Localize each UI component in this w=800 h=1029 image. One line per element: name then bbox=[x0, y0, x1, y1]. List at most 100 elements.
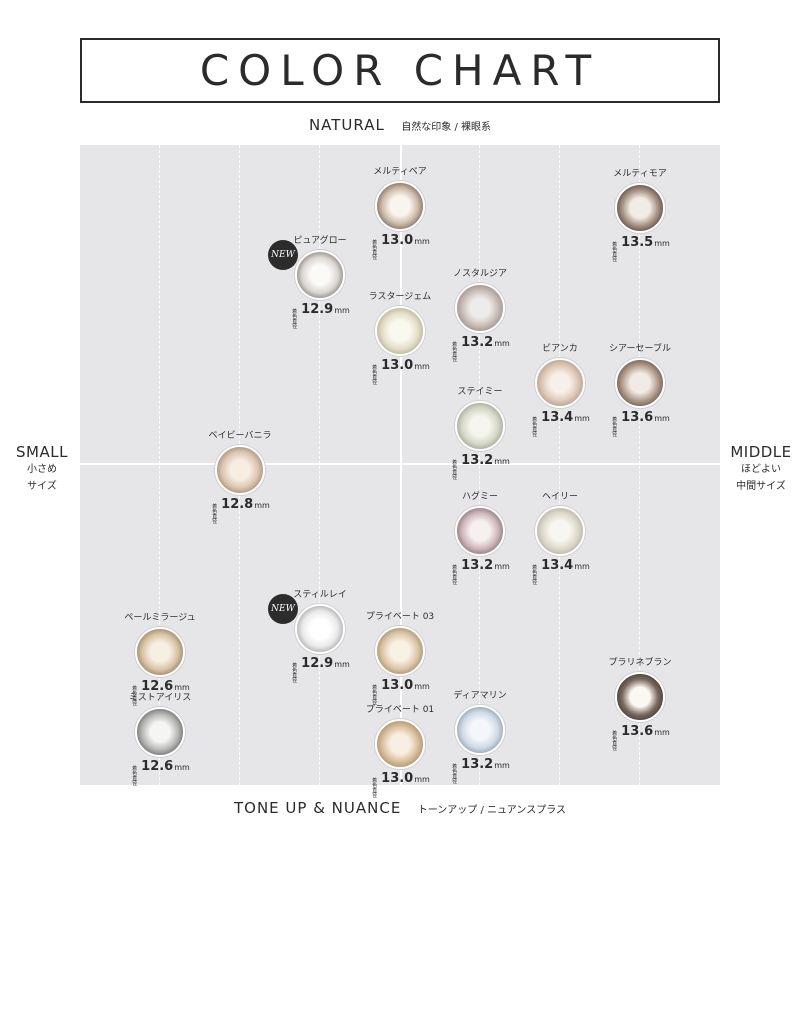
lens-item: ミストアイリス着色直径 12.6 mm bbox=[115, 692, 205, 787]
size-tag: 着色直径 bbox=[452, 460, 458, 481]
size-tag: 着色直径 bbox=[532, 565, 538, 586]
size-value: 13.4 bbox=[541, 558, 574, 573]
size-value: 12.9 bbox=[301, 302, 334, 317]
size-unit: mm bbox=[174, 763, 190, 772]
lens-swatch bbox=[135, 707, 185, 757]
lens-swatch bbox=[615, 358, 665, 408]
lens-item: ラスタージェム着色直径 13.0 mm bbox=[355, 291, 445, 386]
lens-item: メルティベア着色直径 13.0 mm bbox=[355, 166, 445, 261]
lens-item: ノスタルジア着色直径 13.2 mm bbox=[435, 268, 525, 363]
size-tag: 着色直径 bbox=[292, 309, 298, 330]
lens-swatch bbox=[455, 506, 505, 556]
grid-line bbox=[159, 145, 160, 785]
size-unit: mm bbox=[494, 339, 510, 348]
size-tag: 着色直径 bbox=[292, 663, 298, 684]
size-tag: 着色直径 bbox=[532, 417, 538, 438]
title-box: COLOR CHART bbox=[80, 38, 720, 103]
lens-size: 着色直径 13.0 mm bbox=[355, 358, 445, 386]
lens-name: プライベート 03 bbox=[365, 612, 435, 622]
lens-name: メルティベア bbox=[373, 167, 427, 177]
page-title: COLOR CHART bbox=[199, 46, 601, 95]
lens-name: ヘイリー bbox=[541, 492, 578, 502]
lens-name: ピュアグロー bbox=[293, 236, 347, 246]
lens-size: 着色直径 13.2 mm bbox=[435, 757, 525, 785]
lens-size: 着色直径 13.4 mm bbox=[515, 410, 605, 438]
size-unit: mm bbox=[414, 237, 430, 246]
size-unit: mm bbox=[654, 239, 670, 248]
size-value: 12.6 bbox=[141, 759, 174, 774]
size-value: 12.9 bbox=[301, 656, 334, 671]
axis-left-sub2: サイズ bbox=[27, 481, 57, 492]
axis-bottom-main: TONE UP & NUANCE bbox=[233, 799, 402, 817]
lens-name: ペールミラージュ bbox=[124, 613, 196, 623]
size-unit: mm bbox=[574, 562, 590, 571]
grid-line bbox=[639, 145, 640, 785]
size-tag: 着色直径 bbox=[452, 342, 458, 363]
size-value: 13.2 bbox=[461, 335, 494, 350]
lens-swatch bbox=[615, 183, 665, 233]
lens-size: 着色直径 13.0 mm bbox=[355, 771, 445, 799]
lens-name: ディアマリン bbox=[453, 691, 507, 701]
lens-item: シアーセーブル 着色直径 13.6 mm bbox=[595, 343, 685, 438]
lens-swatch bbox=[455, 283, 505, 333]
size-value: 13.2 bbox=[461, 453, 494, 468]
size-tag: 着色直径 bbox=[612, 417, 618, 438]
lens-size: 着色直径 13.2 mm bbox=[435, 453, 525, 481]
size-tag: 着色直径 bbox=[212, 504, 218, 525]
grid-line bbox=[479, 145, 480, 785]
size-tag: 着色直径 bbox=[372, 685, 378, 706]
lens-swatch bbox=[375, 306, 425, 356]
size-value: 13.5 bbox=[621, 235, 654, 250]
axis-top-sub: 自然な印象 / 裸眼系 bbox=[401, 122, 492, 133]
lens-name: ビアンカ bbox=[542, 344, 578, 354]
lens-item: ハグミー 着色直径 13.2 mm bbox=[435, 491, 525, 586]
axis-right-sub2: 中間サイズ bbox=[736, 481, 786, 492]
lens-name: ラスタージェム bbox=[368, 292, 432, 302]
axis-right-label: MIDDLE ほどよい 中間サイズ bbox=[726, 444, 796, 495]
size-value: 12.8 bbox=[221, 497, 254, 512]
size-tag: 着色直径 bbox=[132, 766, 138, 787]
axis-right-sub1: ほどよい bbox=[741, 464, 781, 475]
lens-swatch bbox=[375, 626, 425, 676]
lens-swatch bbox=[535, 358, 585, 408]
axis-right-main: MIDDLE bbox=[730, 443, 792, 461]
size-unit: mm bbox=[254, 501, 270, 510]
lens-size: 着色直径 12.8 mm bbox=[195, 497, 285, 525]
lens-size: 着色直径 13.2 mm bbox=[435, 558, 525, 586]
lens-size: 着色直径 13.6 mm bbox=[595, 724, 685, 752]
horizontal-axis bbox=[80, 463, 720, 465]
size-unit: mm bbox=[174, 683, 190, 692]
lens-item: スティルレイ 着色直径 12.9 mm bbox=[275, 589, 365, 684]
size-tag: 着色直径 bbox=[372, 365, 378, 386]
lens-swatch bbox=[215, 445, 265, 495]
lens-name: ノスタルジア bbox=[452, 269, 507, 279]
lens-name: メルティモア bbox=[613, 169, 667, 179]
lens-name: ミストアイリス bbox=[128, 693, 192, 703]
size-unit: mm bbox=[654, 414, 670, 423]
size-unit: mm bbox=[414, 682, 430, 691]
size-unit: mm bbox=[574, 414, 590, 423]
lens-item: ペールミラージュ着色直径 12.6 mm bbox=[115, 612, 205, 707]
lens-size: 着色直径 12.6 mm bbox=[115, 679, 205, 707]
lens-name: プラリネブラン bbox=[608, 658, 672, 668]
lens-name: プライベート 01 bbox=[365, 705, 435, 715]
axis-left-main: SMALL bbox=[16, 443, 68, 461]
size-tag: 着色直径 bbox=[132, 686, 138, 707]
size-tag: 着色直径 bbox=[372, 778, 378, 799]
size-value: 13.2 bbox=[461, 558, 494, 573]
lens-size: 着色直径 13.0 mm bbox=[355, 233, 445, 261]
size-unit: mm bbox=[654, 728, 670, 737]
lens-swatch bbox=[135, 627, 185, 677]
size-value: 13.2 bbox=[461, 757, 494, 772]
size-value: 13.0 bbox=[381, 358, 414, 373]
lens-size: 着色直径 13.5 mm bbox=[595, 235, 685, 263]
size-unit: mm bbox=[494, 761, 510, 770]
grid-line bbox=[319, 145, 320, 785]
lens-swatch bbox=[375, 181, 425, 231]
lens-size: 着色直径 13.4 mm bbox=[515, 558, 605, 586]
lens-size: 着色直径 13.0 mm bbox=[355, 678, 445, 706]
lens-size: 着色直径 12.9 mm bbox=[275, 302, 365, 330]
lens-item: ベイビーバニラ 着色直径 12.8 mm bbox=[195, 430, 285, 525]
size-value: 12.6 bbox=[141, 679, 174, 694]
lens-size: 着色直径 12.6 mm bbox=[115, 759, 205, 787]
